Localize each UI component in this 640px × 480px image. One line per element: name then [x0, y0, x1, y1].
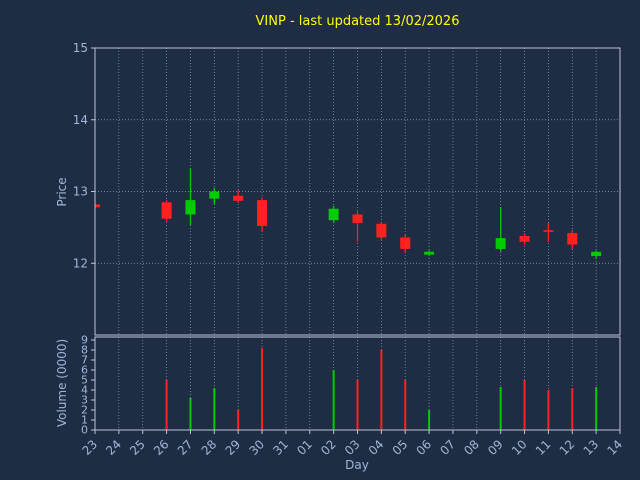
volume-bar: [356, 380, 359, 430]
volume-bar: [428, 410, 431, 430]
day-tick-label: 14: [604, 437, 625, 458]
volume-tick-label: 9: [81, 334, 88, 347]
candle-body: [567, 233, 578, 245]
volume-bar: [261, 348, 264, 430]
day-tick-label: 30: [246, 437, 267, 458]
volume-bar: [380, 350, 383, 430]
day-tick-label: 08: [461, 437, 482, 458]
candle-body: [233, 195, 244, 201]
candle-body: [519, 235, 530, 242]
candle-body: [328, 208, 339, 221]
candle-body: [400, 237, 411, 249]
day-tick-label: 26: [151, 437, 172, 458]
day-tick-label: 07: [437, 437, 458, 458]
day-tick-label: 29: [223, 437, 244, 458]
day-tick-label: 03: [342, 437, 363, 458]
volume-axis-label: Volume (0000): [55, 338, 69, 428]
volume-series: [165, 348, 598, 430]
day-tick-label: 10: [509, 437, 530, 458]
volume-tick-label: 1: [81, 414, 88, 427]
volume-tick-label: 6: [81, 364, 88, 377]
volume-tick-label: 8: [81, 344, 88, 357]
candlestick-series: [95, 168, 602, 259]
day-tick-label: 24: [103, 437, 124, 458]
volume-tick-label: 7: [81, 354, 88, 367]
volume-tick-label: 0: [81, 424, 88, 437]
candle-body: [495, 238, 506, 249]
volume-bar: [547, 390, 550, 430]
volume-bar: [595, 387, 598, 430]
day-tick-label: 06: [414, 437, 435, 458]
candle-body: [257, 200, 268, 226]
volume-bar: [571, 388, 574, 430]
volume-tick-label: 5: [81, 374, 88, 387]
price-axis-label: Price: [55, 177, 69, 207]
day-tick-label: 09: [485, 437, 506, 458]
day-axis-label: Day: [345, 458, 369, 472]
candle-body: [376, 223, 387, 238]
volume-bar: [213, 388, 216, 430]
candle-body: [95, 204, 100, 208]
volume-tick-label: 2: [81, 404, 88, 417]
day-tick-label: 25: [127, 437, 148, 458]
price-tick-label: 12: [73, 256, 88, 270]
volume-bar: [165, 380, 168, 430]
candle-body: [352, 214, 363, 224]
day-tick-label: 05: [390, 437, 411, 458]
volume-bar: [404, 380, 407, 430]
day-tick-label: 27: [175, 437, 196, 458]
volume-bar: [523, 380, 526, 430]
price-tick-label: 13: [73, 185, 88, 199]
volume-tick-label: 4: [81, 384, 88, 397]
candle-body: [161, 202, 172, 219]
day-tick-label: 02: [318, 437, 339, 458]
day-tick-label: 13: [581, 437, 602, 458]
day-tick-label: 12: [557, 437, 578, 458]
candle-body: [543, 230, 554, 232]
price-tick-label: 14: [73, 113, 88, 127]
volume-bar: [237, 410, 240, 430]
day-tick-label: 11: [533, 437, 554, 458]
candle-body: [424, 251, 435, 255]
day-tick-label: 04: [366, 437, 387, 458]
candle-body: [209, 191, 220, 199]
day-tick-label: 31: [270, 437, 291, 458]
volume-bar: [499, 387, 502, 430]
volume-tick-label: 3: [81, 394, 88, 407]
candle-body: [591, 251, 602, 257]
volume-bar: [332, 370, 335, 430]
volume-bar: [189, 398, 192, 430]
price-tick-label: 15: [73, 41, 88, 55]
day-tick-label: 23: [79, 437, 100, 458]
day-tick-label: 28: [199, 437, 220, 458]
day-tick-label: 01: [294, 437, 315, 458]
candle-body: [185, 200, 196, 215]
chart-title: VINP - last updated 13/02/2026: [255, 14, 460, 29]
